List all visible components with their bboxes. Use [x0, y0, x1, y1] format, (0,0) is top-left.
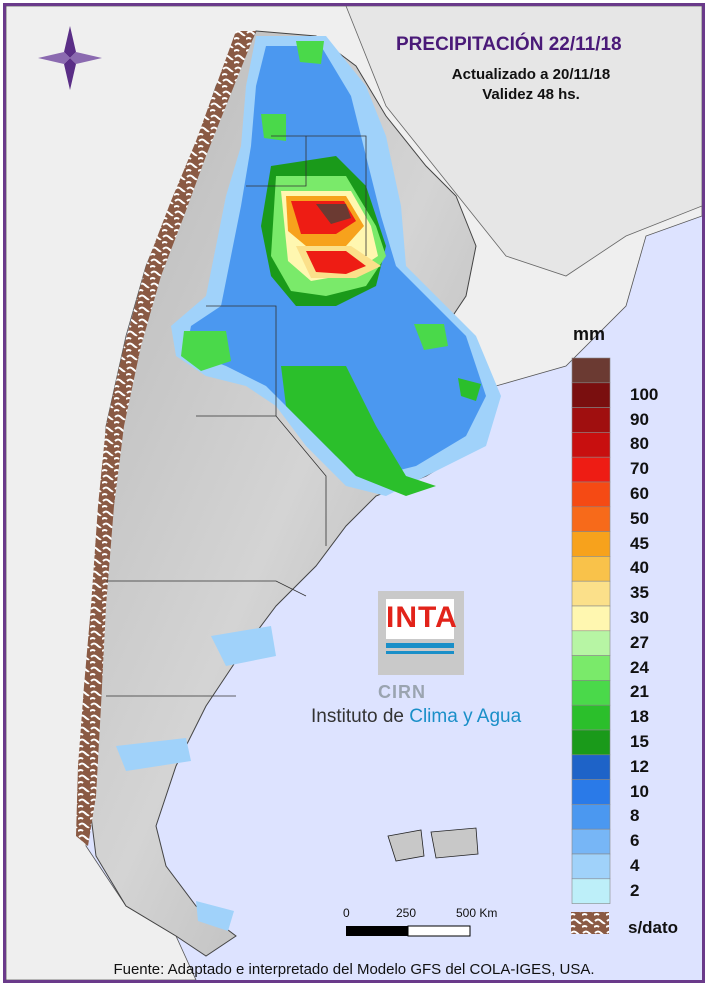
updated-date: Actualizado a 20/11/18	[451, 66, 611, 83]
legend-swatch	[571, 556, 611, 582]
legend-level-label: 27	[630, 632, 649, 652]
inta-logo-badge: INTA	[386, 599, 458, 639]
map-frame: PRECIPITACIÓN 22/11/18 Actualizado a 20/…	[3, 3, 705, 983]
no-data-legend-label: s/dato	[628, 918, 679, 937]
legend-swatch	[571, 878, 611, 904]
map-title: PRECIPITACIÓN 22/11/18	[396, 34, 622, 55]
legend-swatch	[571, 357, 611, 384]
legend-level-label: 12	[630, 756, 649, 776]
province-borders	[106, 135, 367, 697]
falkland-islands	[387, 827, 479, 862]
legend-swatch	[571, 580, 611, 607]
institute-highlight: Clima y Agua	[409, 706, 522, 727]
legend-level-label: 100	[630, 384, 659, 404]
legend-color-bar	[571, 357, 611, 904]
compass-rose-icon	[38, 26, 102, 90]
scale-tick-250: 250	[396, 906, 417, 920]
legend-level-label: 70	[630, 459, 649, 479]
legend-swatch	[571, 655, 611, 681]
cirn-label: CIRN	[378, 682, 426, 702]
no-data-region	[76, 31, 256, 846]
legend-level-label: 80	[630, 434, 649, 454]
scale-bar	[346, 925, 471, 937]
legend-swatch	[571, 432, 611, 458]
legend-swatch	[571, 506, 611, 532]
logo-stripe	[386, 651, 454, 654]
validity-text: Validez 48 hs.	[482, 86, 580, 103]
legend-swatch	[571, 804, 611, 830]
legend-level-label: 10	[630, 781, 649, 801]
legend-swatch	[571, 630, 611, 656]
legend-swatch	[571, 704, 611, 731]
legend-swatch	[571, 680, 611, 706]
legend-level-label: 30	[630, 608, 649, 627]
legend-swatch	[571, 853, 611, 880]
legend-level-label: 18	[630, 707, 649, 727]
legend-level-label: 45	[630, 533, 649, 553]
legend-level-label: 35	[630, 583, 649, 603]
legend-swatch	[571, 382, 611, 408]
legend-swatch	[571, 481, 611, 508]
legend-swatch	[571, 605, 611, 632]
legend-level-label: 4	[630, 856, 640, 875]
legend-level-label: 2	[630, 880, 640, 900]
logo-stripe	[386, 643, 454, 648]
legend-swatch	[571, 779, 611, 805]
neighbor-land-brazil	[345, 6, 702, 277]
scale-tick-500: 500 Km	[456, 906, 498, 920]
precipitation-map	[6, 6, 702, 980]
institute-prefix: Instituto de	[311, 706, 404, 727]
legend-swatch	[571, 729, 611, 756]
legend-level-label: 15	[630, 732, 649, 751]
legend-swatch	[571, 456, 611, 483]
legend-swatch	[571, 754, 611, 780]
inta-logo-text: INTA	[386, 601, 458, 634]
no-data-legend-swatch	[571, 912, 609, 934]
legend-swatch	[571, 828, 611, 855]
legend-level-label: 60	[630, 484, 649, 503]
source-footer: Fuente: Adaptado e interpretado del Mode…	[113, 961, 595, 978]
legend-swatch	[571, 531, 611, 557]
precipitation-fields	[116, 36, 501, 931]
legend-unit: mm	[573, 324, 606, 344]
legend-level-label: 50	[630, 508, 649, 528]
legend-swatch	[571, 407, 611, 433]
scale-tick-0: 0	[343, 906, 350, 920]
institute-name: Instituto de Clima y Agua	[311, 706, 521, 728]
legend-level-label: 90	[630, 409, 649, 429]
legend-level-label: 21	[630, 682, 649, 702]
legend-level-label: 8	[630, 806, 640, 826]
legend-level-label: 40	[630, 558, 649, 578]
legend-level-label: 24	[630, 657, 649, 677]
inta-logo: INTA	[378, 591, 464, 675]
legend-level-label: 6	[630, 831, 640, 851]
